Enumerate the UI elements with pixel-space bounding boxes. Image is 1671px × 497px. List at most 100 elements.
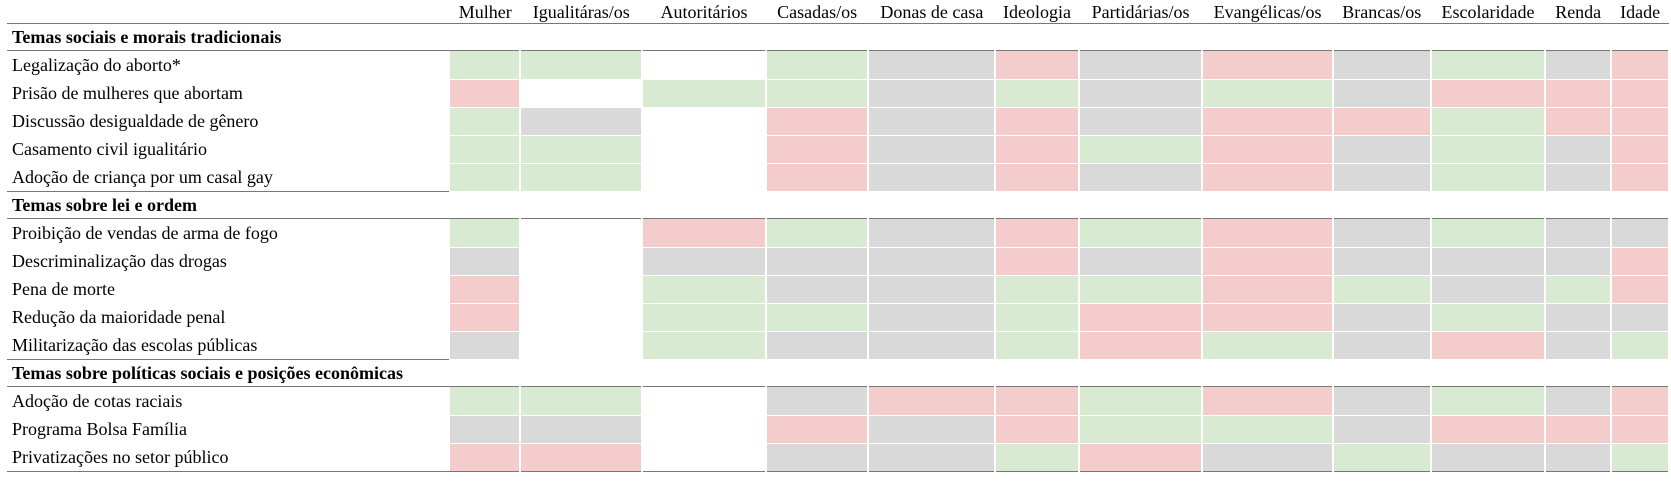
section-title: Temas sobre lei e ordem	[7, 191, 1669, 219]
table-cell	[449, 50, 522, 80]
table-cell	[1202, 303, 1334, 332]
table-cell	[1078, 247, 1204, 276]
table-cell	[1611, 303, 1670, 332]
table-cell	[1332, 79, 1432, 108]
table-cell	[1430, 415, 1547, 444]
table-cell	[1202, 415, 1334, 444]
table-cell	[765, 386, 870, 416]
table-cell	[1430, 79, 1547, 108]
table-cell	[449, 275, 522, 304]
table-cell	[520, 135, 644, 164]
table-cell	[449, 218, 522, 248]
row-label: Descriminalização das drogas	[7, 247, 451, 275]
table-cell	[449, 331, 522, 360]
table-cell	[868, 443, 997, 472]
table-cell	[868, 218, 997, 248]
table-cell	[1078, 303, 1204, 332]
table-cell	[995, 303, 1080, 332]
table-cell	[642, 218, 767, 248]
col-header-renda: Renda	[1545, 0, 1612, 24]
table-cell	[995, 443, 1080, 472]
table-row: Programa Bolsa Família	[7, 415, 1670, 444]
table-cell	[995, 331, 1080, 360]
col-header-partidarias: Partidárias/os	[1078, 0, 1203, 24]
table-cell	[1430, 218, 1547, 248]
table-row: Adoção de cotas raciais	[7, 386, 1670, 416]
table-row: Discussão desigualdade de gênero	[7, 107, 1670, 136]
table-cell	[995, 247, 1080, 276]
table-cell	[1078, 135, 1204, 164]
table-cell	[449, 247, 522, 276]
table-cell	[1545, 415, 1613, 444]
table-cell	[1332, 331, 1432, 360]
table-cell	[642, 50, 767, 80]
table-cell	[1078, 79, 1204, 108]
col-header-ideologia: Ideologia	[995, 0, 1079, 24]
table-cell	[1078, 163, 1204, 192]
table-cell	[1430, 331, 1547, 360]
header-row: Mulher Igualitáras/os Autoritários Casad…	[7, 0, 1669, 24]
table-cell	[868, 247, 997, 276]
table-cell	[1332, 303, 1432, 332]
table-cell	[642, 247, 767, 276]
table-cell	[868, 275, 997, 304]
table-cell	[765, 107, 870, 136]
table-cell	[1332, 275, 1432, 304]
table-cell	[1611, 247, 1670, 276]
table-cell	[1332, 415, 1432, 444]
table-cell	[520, 443, 644, 472]
table-cell	[765, 218, 870, 248]
table-cell	[1202, 218, 1334, 248]
table-cell	[1545, 331, 1613, 360]
col-header-idade: Idade	[1611, 0, 1669, 24]
table-cell	[1611, 50, 1670, 80]
row-label: Discussão desigualdade de gênero	[7, 107, 451, 135]
table-cell	[765, 415, 870, 444]
row-label: Legalização do aborto*	[7, 50, 451, 79]
row-label: Redução da maioridade penal	[7, 303, 451, 331]
table-cell	[1430, 163, 1547, 192]
table-cell	[1078, 331, 1204, 360]
section-title: Temas sociais e morais tradicionais	[7, 23, 1669, 51]
table-cell	[995, 218, 1080, 248]
table-cell	[520, 163, 644, 192]
table-cell	[1545, 303, 1613, 332]
table-cell	[642, 443, 767, 472]
table-cell	[1430, 107, 1547, 136]
table-cell	[1202, 50, 1334, 80]
table-cell	[520, 218, 644, 248]
table-cell	[1202, 247, 1334, 276]
col-header-escolaridade: Escolaridade	[1430, 0, 1546, 24]
table-cell	[1545, 247, 1613, 276]
table-cell	[449, 443, 522, 472]
table-cell	[449, 415, 522, 444]
table-cell	[1332, 163, 1432, 192]
table-cell	[765, 50, 870, 80]
col-header-mulher: Mulher	[449, 0, 521, 24]
table-cell	[642, 79, 767, 108]
table-cell	[1078, 107, 1204, 136]
table-cell	[449, 135, 522, 164]
table-cell	[1332, 50, 1432, 80]
table-cell	[642, 303, 767, 332]
table-cell	[1545, 135, 1613, 164]
table-cell	[765, 303, 870, 332]
table-row: Casamento civil igualitário	[7, 135, 1670, 164]
table-row: Legalização do aborto*	[7, 50, 1670, 80]
table-cell	[868, 163, 997, 192]
table-cell	[1202, 331, 1334, 360]
table-cell	[1202, 107, 1334, 136]
table-cell	[1545, 443, 1613, 472]
section-header-row: Temas sobre políticas sociais e posições…	[7, 359, 1669, 387]
table-row: Redução da maioridade penal	[7, 303, 1670, 332]
table-cell	[995, 275, 1080, 304]
table-cell	[449, 79, 522, 108]
row-label: Casamento civil igualitário	[7, 135, 451, 163]
table-cell	[868, 107, 997, 136]
row-label: Privatizações no setor público	[7, 443, 451, 472]
table-cell	[642, 135, 767, 164]
results-table: Mulher Igualitáras/os Autoritários Casad…	[7, 0, 1670, 472]
table-cell	[1545, 163, 1613, 192]
table-cell	[449, 303, 522, 332]
table-cell	[1611, 331, 1670, 360]
